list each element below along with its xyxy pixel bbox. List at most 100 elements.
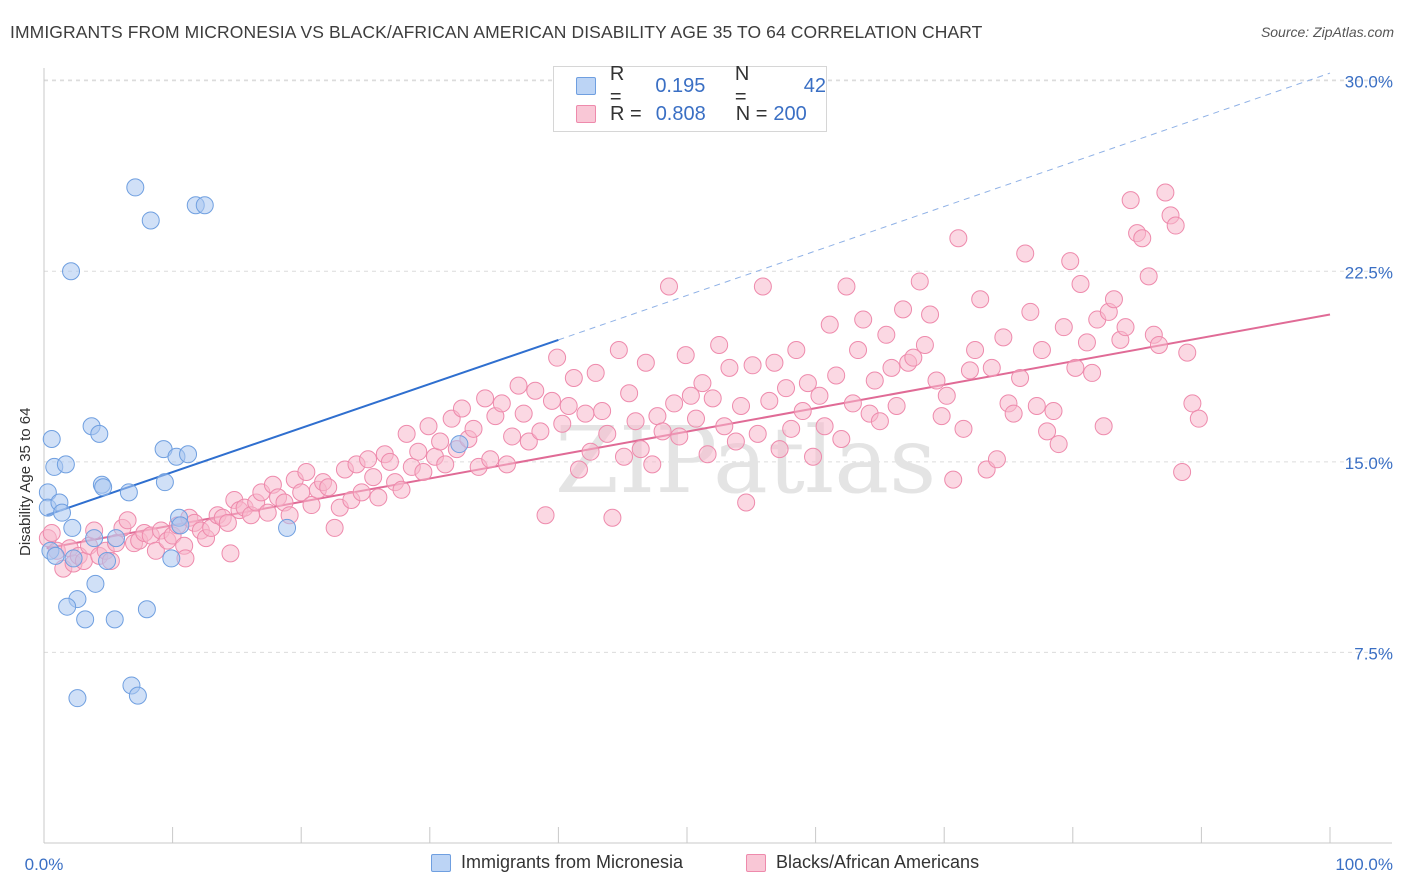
point-blacks: [118, 511, 137, 530]
point-blacks: [1083, 363, 1102, 382]
point-blacks: [1189, 409, 1208, 428]
x-tick-label: 100.0%: [1335, 855, 1393, 874]
point-blacks: [397, 424, 416, 443]
legend-r-label: R =: [610, 102, 642, 125]
point-micronesia: [107, 529, 126, 548]
point-blacks: [369, 488, 388, 507]
point-blacks: [1077, 333, 1096, 352]
point-blacks: [849, 341, 868, 360]
point-blacks: [1173, 463, 1192, 482]
point-blacks: [598, 424, 617, 443]
point-blacks: [497, 455, 516, 474]
point-blacks: [793, 402, 812, 421]
point-blacks: [1038, 422, 1057, 441]
point-blacks: [519, 432, 538, 451]
point-micronesia: [53, 503, 72, 522]
point-blacks: [915, 335, 934, 354]
point-blacks: [1139, 267, 1158, 286]
point-blacks: [810, 386, 829, 405]
point-blacks: [827, 366, 846, 385]
legend-n-label: N =: [734, 63, 750, 108]
point-blacks: [927, 371, 946, 390]
point-blacks: [297, 463, 316, 482]
point-micronesia: [105, 610, 124, 629]
point-blacks: [732, 396, 751, 415]
point-blacks: [659, 277, 678, 296]
point-blacks: [1061, 252, 1080, 271]
point-blacks: [954, 419, 973, 438]
point-blacks: [994, 328, 1013, 347]
legend-swatch-micronesia: [576, 77, 596, 95]
point-blacks: [854, 310, 873, 329]
point-blacks: [1156, 183, 1175, 202]
point-blacks: [464, 419, 483, 438]
point-blacks: [325, 518, 344, 537]
point-blacks: [419, 417, 438, 436]
point-blacks: [753, 277, 772, 296]
point-blacks: [820, 315, 839, 334]
point-blacks: [843, 394, 862, 413]
point-blacks: [569, 460, 588, 479]
point-blacks: [548, 348, 567, 367]
point-blacks: [782, 419, 801, 438]
point-micronesia: [42, 429, 61, 448]
point-blacks: [665, 394, 684, 413]
point-micronesia: [46, 546, 65, 565]
point-blacks: [787, 341, 806, 360]
point-blacks: [302, 496, 321, 515]
point-blacks: [748, 424, 767, 443]
point-blacks: [693, 374, 712, 393]
point-blacks: [1027, 396, 1046, 415]
y-tick-label: 22.5%: [1345, 263, 1393, 282]
point-micronesia: [94, 478, 113, 497]
point-blacks: [643, 455, 662, 474]
axes: [43, 68, 1392, 844]
point-blacks: [1054, 318, 1073, 337]
point-micronesia: [68, 689, 87, 708]
point-blacks: [1044, 402, 1063, 421]
point-blacks: [1104, 290, 1123, 309]
legend-row-micronesia: R = 0.195 N = 42: [554, 63, 826, 108]
point-micronesia: [85, 529, 104, 548]
point-blacks: [670, 427, 689, 446]
point-blacks: [882, 358, 901, 377]
point-blacks: [526, 381, 545, 400]
point-blacks: [1004, 404, 1023, 423]
point-micronesia: [128, 686, 147, 705]
point-blacks: [832, 429, 851, 448]
legend-label-micronesia: Immigrants from Micronesia: [461, 852, 684, 872]
point-blacks: [542, 391, 561, 410]
point-blacks: [581, 442, 600, 461]
legend-swatch-blacks: [746, 853, 766, 872]
y-tick-label: 7.5%: [1354, 644, 1393, 663]
point-blacks: [698, 445, 717, 464]
y-tick-label: 15.0%: [1345, 454, 1393, 473]
stats-legend: R = 0.195 N = 42 R = 0.808 N = 200: [553, 63, 827, 132]
point-blacks: [476, 389, 495, 408]
point-blacks: [431, 432, 450, 451]
point-blacks: [609, 341, 628, 360]
point-micronesia: [86, 574, 105, 593]
point-blacks: [620, 384, 639, 403]
point-blacks: [1016, 244, 1035, 263]
point-blacks: [1066, 358, 1085, 377]
point-micronesia: [62, 262, 81, 281]
point-blacks: [687, 409, 706, 428]
point-blacks: [509, 376, 528, 395]
trendline-micronesia-extension: [558, 72, 1331, 341]
point-blacks: [710, 335, 729, 354]
legend-label-blacks: Blacks/African Americans: [776, 852, 980, 872]
legend-r-value: 0.195: [655, 74, 706, 97]
point-blacks: [1178, 343, 1197, 362]
point-blacks: [937, 386, 956, 405]
point-blacks: [359, 450, 378, 469]
point-blacks: [576, 404, 595, 423]
series-micronesia-points: [38, 178, 469, 708]
point-blacks: [715, 417, 734, 436]
point-blacks: [921, 305, 940, 324]
point-micronesia: [63, 518, 82, 537]
legend-swatch-blacks: [576, 105, 596, 123]
point-micronesia: [162, 549, 181, 568]
point-micronesia: [450, 435, 469, 454]
